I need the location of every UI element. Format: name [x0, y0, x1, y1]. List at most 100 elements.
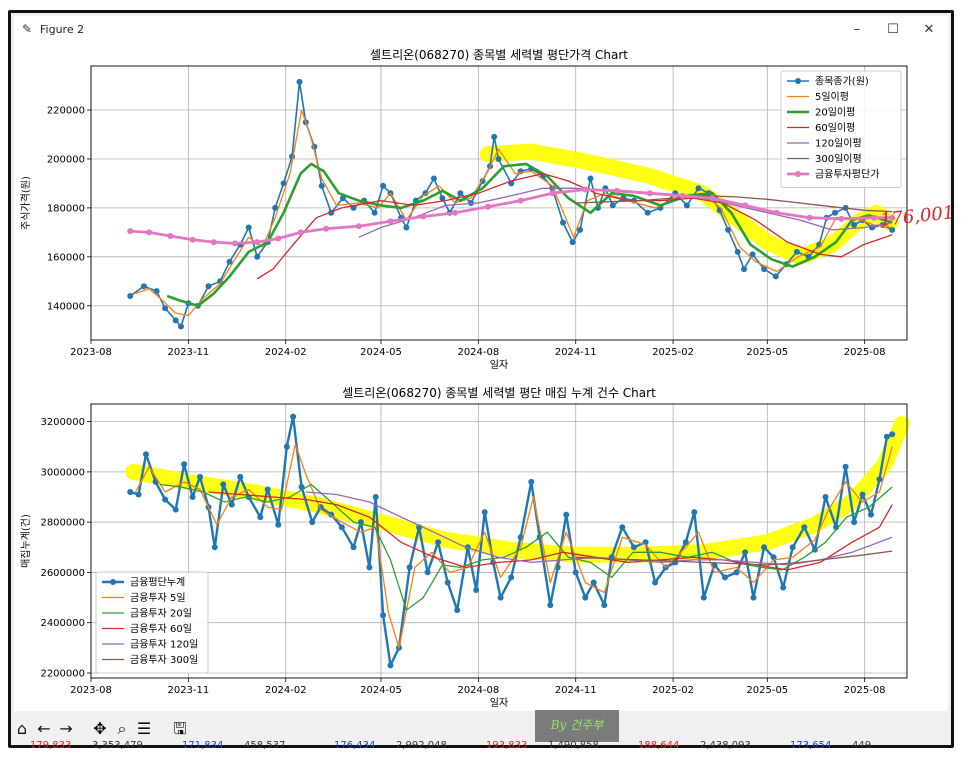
series-point: [679, 192, 686, 199]
series-point: [822, 494, 829, 500]
series-point: [789, 544, 796, 551]
series-point: [181, 461, 188, 468]
series-line-6: [575, 195, 893, 213]
series-point: [889, 214, 896, 221]
series-line-6: [575, 550, 893, 566]
series-point: [495, 156, 502, 162]
series-line-5: [305, 491, 893, 566]
save-icon[interactable]: 🖫: [173, 719, 187, 738]
legend-box: [780, 70, 902, 188]
status-value: 188,644: [638, 740, 680, 751]
zoom-icon[interactable]: ⌕: [117, 719, 127, 738]
series-point: [883, 433, 890, 440]
series-point: [226, 258, 233, 265]
series-point: [614, 187, 620, 194]
series-point: [761, 544, 768, 551]
x-tick-label: 2023-08: [70, 347, 112, 358]
series-point: [876, 476, 883, 483]
series-point: [491, 133, 498, 140]
status-value: 449: [852, 740, 872, 751]
series-point: [167, 233, 174, 239]
series-point: [842, 463, 849, 470]
x-tick-label: 2023-11: [167, 685, 209, 696]
series-point: [220, 481, 227, 488]
y-tick-label: 200000: [47, 154, 85, 165]
series-point: [338, 524, 345, 531]
series-point: [197, 473, 203, 480]
series-point: [318, 182, 325, 189]
figure-canvas[interactable]: 2023-08 2023-11 2024-02 2024-05 2024-08 2024-…: [0, 0, 966, 712]
series-point: [297, 229, 304, 236]
status-line: 179,833 3,353,479 171,834 458,537 176,434 2,9…: [0, 740, 966, 760]
axes-frame: [90, 403, 908, 679]
legend-label: 300일이평: [815, 153, 862, 165]
series-line-3: [159, 483, 893, 611]
y-tick-label: 3200000: [40, 417, 85, 428]
series-point: [722, 574, 728, 581]
series-point: [435, 539, 442, 546]
series-point: [590, 579, 597, 586]
series-point: [851, 222, 858, 228]
x-tick-label: 2023-08: [70, 685, 112, 696]
maximize-button[interactable]: ☐: [887, 22, 899, 37]
series-point: [700, 594, 707, 601]
x-axis-label: 일자: [490, 359, 508, 371]
series-point: [350, 544, 357, 551]
y-tick-label: 220000: [47, 106, 85, 117]
series-point: [406, 564, 413, 571]
home-icon[interactable]: ⌂: [16, 719, 28, 738]
pan-icon[interactable]: ✥: [93, 719, 107, 738]
series-point: [601, 602, 608, 609]
series-line-4: [208, 491, 893, 571]
y-tick-label: 160000: [47, 252, 85, 263]
series-point: [454, 607, 461, 614]
series-point: [420, 213, 427, 220]
series-point: [609, 202, 616, 209]
series-point: [444, 579, 451, 586]
series-point: [549, 190, 556, 197]
title-bar: ✎ Figure 2 – ☐ ✕: [14, 16, 948, 44]
series-point: [257, 514, 264, 521]
series-point: [189, 236, 196, 243]
series-point: [725, 226, 732, 233]
y-tick-label: 140000: [47, 301, 85, 312]
series-point: [646, 190, 653, 197]
legend-label: 20일이평: [815, 107, 855, 119]
y-axis-label: 주식가격(원): [19, 176, 32, 230]
x-tick-label: 2024-08: [457, 347, 499, 358]
x-tick-label: 2025-02: [652, 347, 694, 358]
series-point: [178, 323, 184, 330]
series-point: [228, 501, 235, 508]
series-point: [733, 569, 740, 576]
forward-icon[interactable]: →: [59, 719, 73, 738]
x-tick-label: 2024-08: [457, 685, 499, 696]
series-point: [619, 524, 626, 531]
series-point: [366, 564, 373, 571]
series-point: [683, 202, 690, 209]
series-point: [172, 317, 179, 324]
legend-label: 금융투자 120일: [130, 639, 198, 651]
series-point: [473, 587, 480, 593]
window-title: Figure 2: [40, 23, 85, 36]
series-point: [484, 203, 491, 210]
configure-icon[interactable]: ☰: [136, 719, 152, 738]
minimize-button[interactable]: –: [853, 22, 861, 37]
close-button[interactable]: ✕: [923, 22, 935, 37]
series-point: [773, 209, 780, 216]
series-point: [457, 190, 464, 197]
series-point: [652, 579, 659, 586]
series-point: [889, 226, 896, 233]
series-point: [296, 78, 303, 85]
chart-title: 셀트리온(068270) 종목별 세력별 평단가격 Chart: [370, 48, 628, 62]
series-point: [162, 496, 169, 503]
series-point: [254, 239, 261, 246]
back-icon[interactable]: ←: [37, 719, 51, 738]
series-point: [582, 594, 589, 601]
chart-panel-1: 2023-08 2023-11 2024-02 2024-05 2024-08 2024-…: [19, 48, 908, 371]
legend-label: 금융투자 300일: [130, 654, 198, 666]
series-line-1: [129, 81, 893, 328]
navigation-toolbar: ⌂ ← → ✥ ⌕ ☰ 🖫: [12, 716, 622, 744]
series-point: [140, 283, 147, 290]
